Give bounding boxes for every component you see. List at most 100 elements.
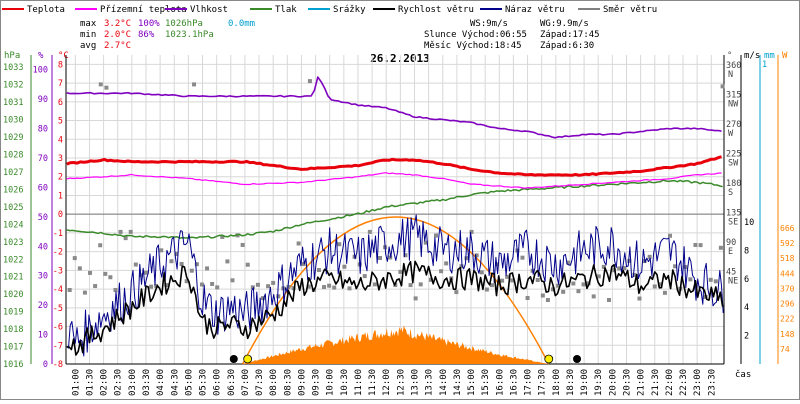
temp-tick-label: 1 bbox=[58, 191, 63, 201]
wind-dir-point bbox=[118, 229, 123, 234]
series-humidity-line bbox=[66, 76, 722, 139]
unit-w: W bbox=[782, 51, 788, 61]
legend-label-vlhkost: Vlhkost bbox=[190, 5, 228, 15]
wind-dir-point bbox=[469, 229, 474, 234]
time-tick-label: 21:00 bbox=[637, 369, 647, 396]
time-tick-label: 23:00 bbox=[693, 369, 703, 396]
stats-max-hum: 100% bbox=[138, 19, 160, 29]
wind-dir-point bbox=[535, 277, 540, 282]
stats-min-label: min bbox=[80, 30, 96, 40]
dir-tick-label: 270 bbox=[726, 120, 741, 130]
wind-dir-point bbox=[662, 290, 667, 295]
hpa-tick-label: 1017 bbox=[3, 343, 23, 353]
time-tick-label: 13:30 bbox=[425, 369, 435, 396]
wind-dir-point bbox=[627, 258, 632, 263]
wind-dir-point bbox=[428, 277, 433, 282]
wind-dir-point bbox=[174, 252, 179, 257]
wind-dir-point bbox=[103, 271, 108, 276]
wind-dir-point bbox=[637, 296, 642, 301]
stats-max-label: max bbox=[80, 19, 97, 29]
stats-max-rain: 0.0mm bbox=[228, 19, 255, 29]
wind-dir-point bbox=[342, 264, 347, 269]
time-tick-label: 01:00 bbox=[71, 369, 81, 396]
sunrise-marker bbox=[243, 354, 253, 364]
axis-units: hPa % °C ° m/s mm W čas bbox=[4, 51, 788, 380]
time-tick-label: 02:00 bbox=[100, 369, 110, 396]
dir-compass-label: W bbox=[728, 129, 734, 139]
hpa-tick-label: 1024 bbox=[3, 220, 23, 230]
series-wind-speed-line bbox=[66, 260, 724, 356]
mm-tick-label: 1 bbox=[762, 60, 767, 70]
wind-dir-point bbox=[347, 286, 352, 291]
wind-dir-point bbox=[184, 279, 189, 284]
series-sunshine-area bbox=[242, 325, 549, 364]
temp-tick-label: 5 bbox=[58, 117, 63, 127]
info-block: WS:9m/s WG:9.9m/s Slunce Východ:06:55 Zá… bbox=[424, 19, 600, 51]
w-tick-label: 370 bbox=[780, 284, 795, 293]
wind-dir-point bbox=[271, 280, 276, 285]
wind-dir-point bbox=[93, 284, 98, 289]
pct-tick-label: 100 bbox=[33, 66, 48, 76]
temp-tick-label: 2 bbox=[58, 173, 63, 183]
wind-dir-point bbox=[215, 285, 220, 290]
wind-dir-point bbox=[169, 259, 174, 264]
hpa-tick-label: 1022 bbox=[3, 255, 23, 265]
legend: Teplota Přízemní teplota Vlhkost Tlak Sr… bbox=[2, 5, 657, 15]
wind-dir-point bbox=[72, 256, 77, 261]
wind-dir-point bbox=[510, 278, 515, 283]
temp-tick-label: 8 bbox=[58, 60, 63, 70]
stats-max-temp: 3.2°C bbox=[104, 19, 131, 29]
time-tick-label: 14:00 bbox=[439, 369, 449, 396]
wind-dir-point bbox=[245, 262, 250, 267]
time-tick-label: 16:30 bbox=[509, 369, 519, 396]
ms-tick-label: 8 bbox=[744, 246, 749, 256]
time-tick-label: 18:30 bbox=[566, 369, 576, 396]
wind-dir-point bbox=[316, 268, 321, 273]
stats-avg-temp: 2.7°C bbox=[104, 41, 131, 51]
wind-dir-point bbox=[372, 282, 377, 287]
dir-compass-label: SW bbox=[728, 159, 739, 169]
wind-dir-point bbox=[123, 236, 128, 241]
wind-dir-point bbox=[489, 283, 494, 288]
wind-dir-point bbox=[286, 285, 291, 290]
hpa-tick-label: 1016 bbox=[3, 360, 23, 370]
hpa-tick-label: 1031 bbox=[3, 98, 23, 108]
hpa-tick-label: 1019 bbox=[3, 308, 23, 318]
pct-tick-label: 40 bbox=[38, 242, 48, 252]
hpa-tick-label: 1032 bbox=[3, 81, 23, 91]
wind-dir-point bbox=[693, 242, 698, 247]
wind-dir-point bbox=[632, 272, 637, 277]
pct-tick-label: 60 bbox=[38, 183, 48, 193]
ms-tick-label: 6 bbox=[744, 275, 749, 285]
time-tick-label: 16:00 bbox=[495, 369, 505, 396]
sunset-marker bbox=[544, 354, 554, 364]
dir-compass-label: S bbox=[728, 188, 733, 198]
w-tick-label: 666 bbox=[780, 224, 795, 233]
w-tick-label: 74 bbox=[780, 345, 790, 354]
wind-dir-point bbox=[698, 243, 703, 248]
wind-dir-point bbox=[439, 269, 444, 274]
wind-dir-point bbox=[581, 282, 586, 287]
wind-dir-point bbox=[561, 289, 566, 294]
series-temp-line bbox=[66, 155, 722, 177]
unit-ms: m/s bbox=[744, 51, 760, 61]
wind-dir-point bbox=[210, 281, 215, 286]
wind-dir-point bbox=[571, 281, 576, 286]
temp-tick-label: -3 bbox=[53, 266, 63, 276]
pct-tick-label: 70 bbox=[38, 154, 48, 164]
hpa-tick-label: 1027 bbox=[3, 168, 23, 178]
time-tick-label: 18:00 bbox=[552, 369, 562, 396]
wind-dir-point bbox=[276, 294, 281, 299]
wind-dir-point bbox=[337, 242, 342, 247]
time-tick-label: 17:30 bbox=[538, 369, 548, 396]
time-tick-label: 04:30 bbox=[170, 369, 180, 396]
temp-tick-label: 7 bbox=[58, 79, 63, 89]
w-tick-label: 296 bbox=[780, 300, 795, 309]
wind-dir-point bbox=[479, 270, 484, 275]
wind-dir-point bbox=[149, 284, 154, 289]
markers bbox=[229, 354, 582, 364]
wind-dir-point bbox=[98, 82, 103, 87]
temp-tick-label: -2 bbox=[53, 248, 63, 258]
temp-tick-label: -1 bbox=[53, 229, 63, 239]
